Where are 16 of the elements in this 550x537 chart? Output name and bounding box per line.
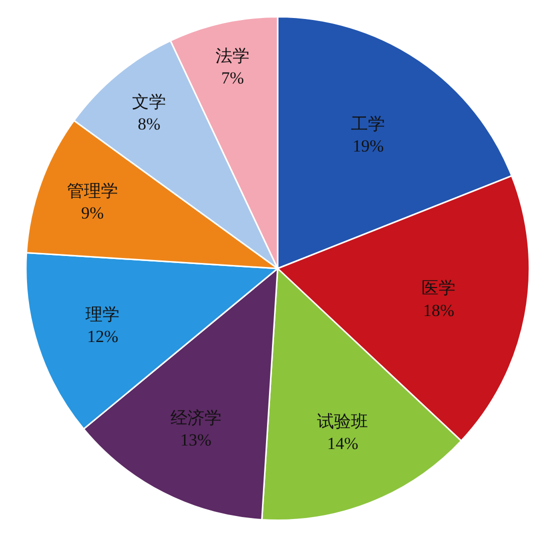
data-label: 12% (87, 326, 118, 346)
slice-label: 文学 (132, 92, 166, 112)
data-label: 7% (221, 68, 244, 88)
data-label: 13% (180, 430, 212, 450)
slice-label: 医学 (422, 278, 456, 298)
data-label: 9% (81, 203, 104, 222)
data-label: 8% (138, 114, 160, 134)
slice-label: 管理学 (66, 181, 118, 200)
slice-label: 理学 (86, 304, 120, 324)
slice-label: 法学 (216, 46, 250, 66)
slice-label: 试验班 (317, 412, 368, 432)
data-label: 18% (423, 300, 454, 320)
slice-label: 工学 (351, 114, 386, 134)
slice-label: 经济学 (170, 408, 222, 428)
data-label: 19% (352, 136, 384, 156)
data-label: 14% (327, 434, 358, 454)
